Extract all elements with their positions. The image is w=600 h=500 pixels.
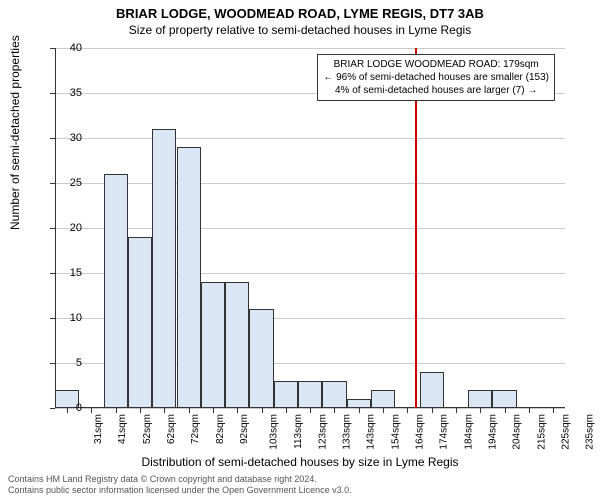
xtick	[505, 408, 506, 413]
annotation-line3: 4% of semi-detached houses are larger (7…	[323, 84, 549, 97]
annotation-line1: BRIAR LODGE WOODMEAD ROAD: 179sqm	[323, 58, 549, 71]
xtick-label: 164sqm	[415, 414, 426, 450]
xtick	[213, 408, 214, 413]
xtick	[456, 408, 457, 413]
xtick	[140, 408, 141, 413]
histogram-bar	[201, 282, 225, 408]
xtick-label: 41sqm	[117, 414, 128, 444]
xtick-label: 133sqm	[342, 414, 353, 450]
chart-subtitle: Size of property relative to semi-detach…	[0, 21, 600, 37]
xtick	[237, 408, 238, 413]
footer-attribution: Contains HM Land Registry data © Crown c…	[8, 474, 352, 496]
xtick	[383, 408, 384, 413]
xtick	[116, 408, 117, 413]
xtick	[553, 408, 554, 413]
ytick-label: 5	[52, 357, 82, 369]
ytick-label: 10	[52, 312, 82, 324]
xtick	[432, 408, 433, 413]
xtick-label: 184sqm	[463, 414, 474, 450]
histogram-bar	[468, 390, 492, 408]
histogram-bar	[249, 309, 273, 408]
ytick-label: 40	[52, 42, 82, 54]
xtick-label: 52sqm	[142, 414, 153, 444]
ytick	[50, 273, 55, 274]
xtick-label: 113sqm	[292, 414, 303, 449]
histogram-bar	[322, 381, 346, 408]
gridline	[55, 138, 565, 139]
histogram-bar	[104, 174, 128, 408]
xtick	[480, 408, 481, 413]
gridline	[55, 228, 565, 229]
x-axis-label: Distribution of semi-detached houses by …	[0, 455, 600, 469]
histogram-bar	[225, 282, 249, 408]
ytick-label: 15	[52, 267, 82, 279]
ytick-label: 30	[52, 132, 82, 144]
xtick	[310, 408, 311, 413]
histogram-bar	[298, 381, 322, 408]
footer-line1: Contains HM Land Registry data © Crown c…	[8, 474, 352, 485]
histogram-bar	[371, 390, 395, 408]
y-axis-label: Number of semi-detached properties	[8, 35, 22, 230]
xtick-label: 82sqm	[215, 414, 226, 444]
histogram-bar	[274, 381, 298, 408]
reference-line	[415, 48, 417, 408]
ytick	[50, 228, 55, 229]
chart-title: BRIAR LODGE, WOODMEAD ROAD, LYME REGIS, …	[0, 0, 600, 21]
histogram-bar	[177, 147, 201, 408]
histogram-bar	[128, 237, 152, 408]
xtick-label: 235sqm	[585, 414, 596, 450]
xtick-label: 92sqm	[239, 414, 250, 444]
xtick-label: 31sqm	[93, 414, 104, 444]
xtick	[529, 408, 530, 413]
xtick-label: 174sqm	[439, 414, 450, 450]
histogram-bar	[420, 372, 444, 408]
xtick	[67, 408, 68, 413]
xtick-label: 225sqm	[560, 414, 571, 450]
footer-line2: Contains public sector information licen…	[8, 485, 352, 496]
ytick	[50, 408, 55, 409]
gridline	[55, 48, 565, 49]
xtick	[334, 408, 335, 413]
xtick	[164, 408, 165, 413]
ytick	[50, 48, 55, 49]
xtick	[359, 408, 360, 413]
xtick-label: 143sqm	[366, 414, 377, 450]
ytick	[50, 183, 55, 184]
xtick	[407, 408, 408, 413]
ytick-label: 25	[52, 177, 82, 189]
xtick-label: 123sqm	[317, 414, 328, 450]
xtick-label: 194sqm	[488, 414, 499, 450]
plot-area: BRIAR LODGE WOODMEAD ROAD: 179sqm← 96% o…	[55, 48, 565, 408]
xtick-label: 72sqm	[190, 414, 201, 444]
xtick-label: 204sqm	[512, 414, 523, 450]
xtick-label: 215sqm	[536, 414, 547, 450]
gridline	[55, 183, 565, 184]
xtick	[286, 408, 287, 413]
chart-container: BRIAR LODGE, WOODMEAD ROAD, LYME REGIS, …	[0, 0, 600, 500]
xtick	[189, 408, 190, 413]
ytick-label: 35	[52, 87, 82, 99]
annotation-line2: ← 96% of semi-detached houses are smalle…	[323, 71, 549, 84]
ytick	[50, 363, 55, 364]
histogram-bar	[492, 390, 516, 408]
ytick	[50, 318, 55, 319]
ytick-label: 20	[52, 222, 82, 234]
xtick	[91, 408, 92, 413]
ytick	[50, 93, 55, 94]
xtick-label: 62sqm	[166, 414, 177, 444]
xtick-label: 154sqm	[390, 414, 401, 450]
ytick	[50, 138, 55, 139]
xtick-label: 103sqm	[269, 414, 280, 450]
histogram-bar	[152, 129, 176, 408]
annotation-box: BRIAR LODGE WOODMEAD ROAD: 179sqm← 96% o…	[317, 54, 555, 101]
xtick	[262, 408, 263, 413]
